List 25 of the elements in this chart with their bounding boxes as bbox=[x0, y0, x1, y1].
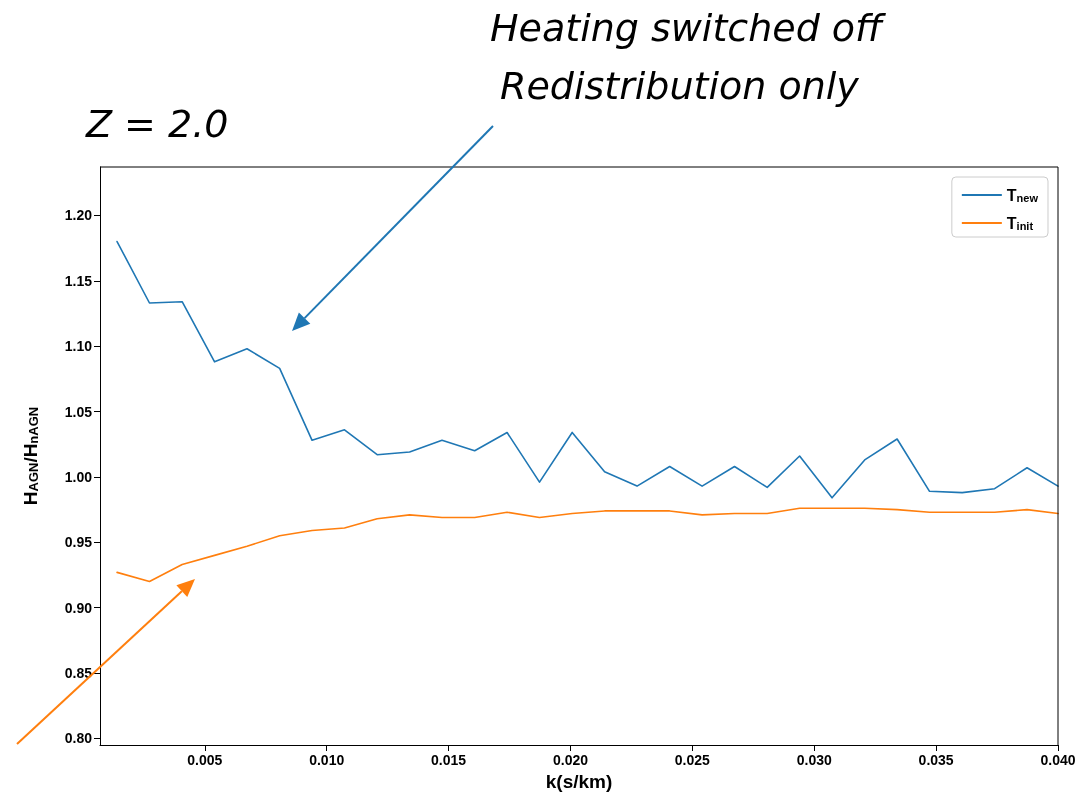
x-tick-label: 0.005 bbox=[187, 752, 223, 768]
y-tick-label: 1.15 bbox=[64, 272, 93, 289]
x-tick-label: 0.010 bbox=[309, 752, 345, 768]
x-tick-label: 0.040 bbox=[1040, 752, 1076, 768]
line-series bbox=[116, 240, 1059, 499]
y-tick-label: 0.85 bbox=[64, 665, 93, 682]
y-tick-label: 0.80 bbox=[64, 730, 93, 747]
y-tick-label: 0.95 bbox=[64, 534, 93, 551]
x-tick-label: 0.015 bbox=[431, 752, 467, 768]
legend-label: Tinit bbox=[1006, 214, 1034, 232]
line-series bbox=[116, 507, 1059, 583]
y-axis-title: HAGN/HnAGN bbox=[20, 406, 41, 506]
legend-label: Tnew bbox=[1006, 186, 1039, 204]
y-tick-label: 1.20 bbox=[64, 207, 93, 224]
y-tick-label: 1.00 bbox=[64, 468, 93, 485]
text: Redistribution only bbox=[500, 64, 859, 108]
y-tick-label: 1.10 bbox=[64, 338, 93, 355]
y-tick-label: 0.90 bbox=[64, 599, 93, 616]
text: Z = 2.0 bbox=[86, 102, 229, 146]
x-tick-label: 0.020 bbox=[552, 752, 589, 768]
x-tick-label: 0.030 bbox=[796, 752, 832, 768]
x-axis-title: k(s/km) bbox=[545, 770, 613, 792]
y-tick-label: 1.05 bbox=[64, 403, 93, 420]
x-tick-label: 0.025 bbox=[674, 752, 711, 768]
x-tick-label: 0.035 bbox=[918, 752, 954, 768]
